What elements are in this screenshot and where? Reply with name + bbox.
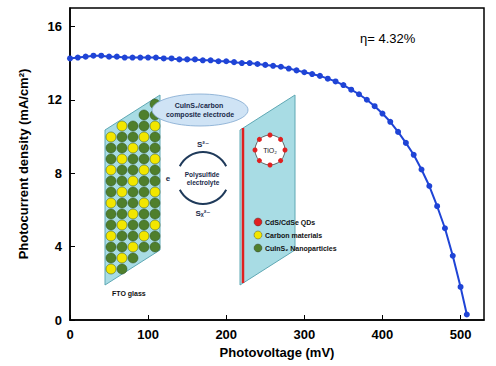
- svg-text:electrolyte: electrolyte: [187, 179, 220, 187]
- svg-text:Photovoltage (mV): Photovoltage (mV): [220, 345, 335, 360]
- svg-text:FTO glass: FTO glass: [112, 290, 146, 298]
- svg-text:Photocurrent density (mA/cm²): Photocurrent density (mA/cm²): [16, 69, 31, 260]
- svg-text:0: 0: [55, 313, 62, 328]
- svg-text:CuInS₂ Nanoparticles: CuInS₂ Nanoparticles: [265, 245, 337, 253]
- svg-text:composite electrode: composite electrode: [166, 111, 234, 119]
- svg-text:Polysulfide: Polysulfide: [185, 171, 221, 179]
- svg-text:500: 500: [450, 327, 472, 342]
- svg-text:4: 4: [55, 239, 63, 254]
- svg-text:400: 400: [372, 327, 394, 342]
- svg-text:12: 12: [48, 92, 62, 107]
- svg-text:CuInS₂/carbon: CuInS₂/carbon: [175, 102, 226, 109]
- svg-text:TiO₂: TiO₂: [263, 147, 277, 154]
- svg-text:100: 100: [137, 327, 159, 342]
- svg-text:CdS/CdSe QDs: CdS/CdSe QDs: [265, 219, 315, 227]
- svg-text:η= 4.32%: η= 4.32%: [360, 31, 416, 46]
- svg-text:0: 0: [66, 327, 73, 342]
- svg-text:200: 200: [215, 327, 237, 342]
- svg-text:S²⁻: S²⁻: [197, 140, 209, 149]
- svg-text:300: 300: [293, 327, 315, 342]
- svg-text:Carbon materials: Carbon materials: [265, 232, 322, 239]
- svg-text:8: 8: [55, 166, 62, 181]
- svg-text:Sₓ²⁻: Sₓ²⁻: [195, 209, 210, 218]
- svg-text:16: 16: [48, 19, 62, 34]
- svg-text:e: e: [166, 174, 171, 183]
